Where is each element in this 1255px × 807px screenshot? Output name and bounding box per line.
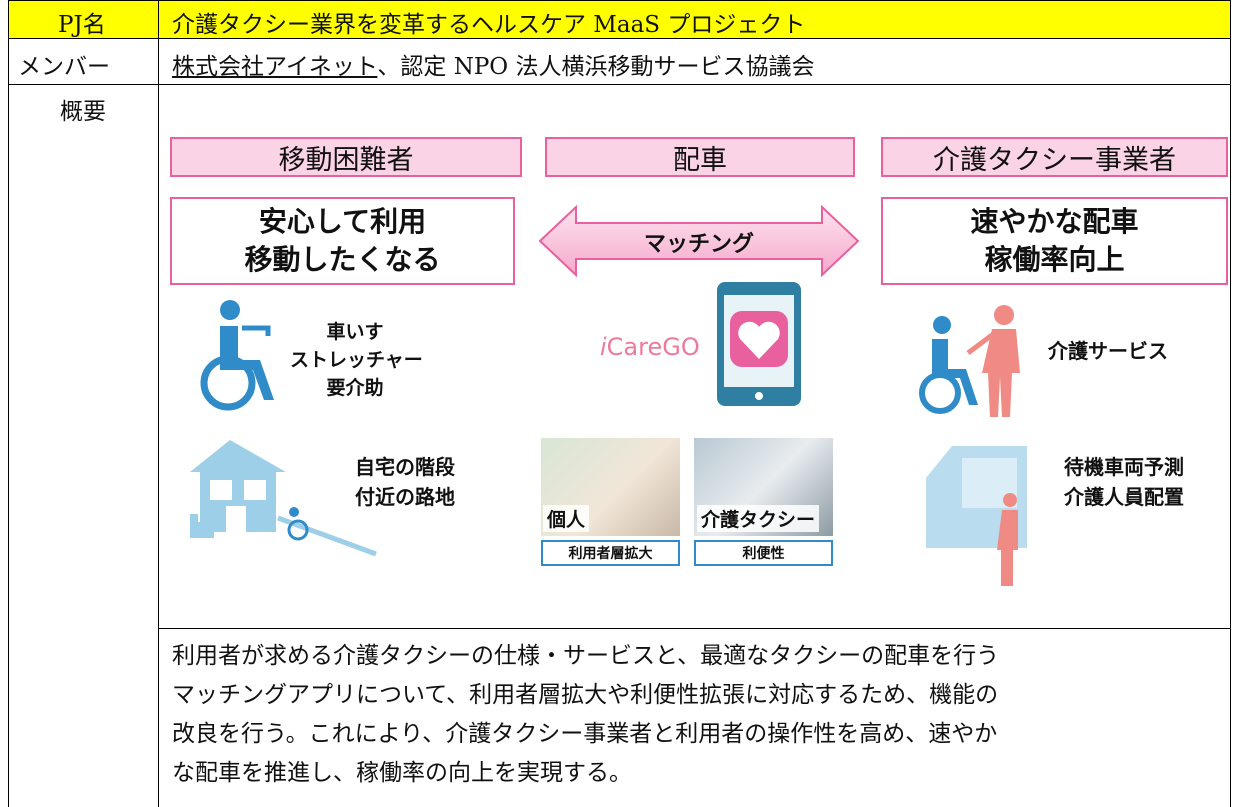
photo-caption: 介護タクシー	[697, 505, 820, 532]
company: 株式会社アイネット	[172, 54, 378, 80]
ops-line: 待機車両予測	[1064, 455, 1184, 479]
goal-box: 速やかな配車 稼働率向上	[881, 197, 1228, 285]
needs-line: ストレッチャー	[290, 349, 423, 371]
place-line: 自宅の階段	[355, 455, 455, 479]
house-icon	[190, 440, 377, 557]
photo-label: 利便性	[694, 540, 833, 566]
title-row-bg	[8, 0, 1231, 38]
care-icon	[919, 305, 1020, 417]
needs-line: 車いす	[326, 321, 384, 343]
column-header: 移動困難者	[170, 137, 522, 177]
ops-text: 待機車両予測 介護人員配置	[1064, 452, 1184, 512]
members-rest: 、認定 NPO 法人横浜移動サービス協議会	[377, 54, 815, 80]
members: 株式会社アイネット、認定 NPO 法人横浜移動サービス協議会	[172, 47, 814, 81]
needs-text: 車いすストレッチャー 要介助	[290, 318, 423, 402]
description-line: 改良を行う。これにより、介護タクシー事業者と利用者の操作性を高め、速やか	[172, 721, 998, 747]
description-line: 利用者が求める介護タクシーの仕様・サービスと、最適なタクシーの配車を行う	[172, 643, 1000, 669]
goal-box: 安心して利用 移動したくなる	[170, 197, 515, 285]
goal-line: 稼働率向上	[984, 243, 1125, 276]
description-line: な配車を推進し、稼働率の向上を実現する。	[172, 760, 632, 786]
rule	[158, 628, 1231, 629]
photo-label: 利用者層拡大	[541, 540, 680, 566]
needs-line: 要介助	[326, 377, 384, 399]
ops-line: 介護人員配置	[1064, 485, 1184, 509]
goal-line: 移動したくなる	[244, 243, 441, 276]
rule	[8, 38, 1231, 39]
pj-title: 介護タクシー業界を変革するヘルスケア MaaS プロジェクト	[172, 12, 806, 38]
column-header: 配車	[545, 137, 855, 177]
goal-line: 速やかな配車	[970, 205, 1139, 238]
rule	[8, 0, 1231, 1]
overview-label: 概要	[60, 99, 106, 125]
rule	[8, 0, 9, 807]
wheelchair-icon	[200, 300, 274, 411]
phone-icon	[717, 282, 801, 406]
arrow-label: マッチング	[643, 232, 754, 257]
place-text: 自宅の階段付近の路地	[355, 452, 455, 512]
logo-text: CareGO	[606, 333, 700, 361]
rule	[1230, 0, 1231, 807]
column-header: 介護タクシー事業者	[881, 137, 1228, 177]
app-logo: iCareGO	[600, 333, 700, 361]
service-text: 介護サービス	[1048, 339, 1168, 363]
rule	[158, 0, 159, 807]
description-line: マッチングアプリについて、利用者層拡大や利便性拡張に対応するため、機能の	[172, 682, 999, 708]
members-label: メンバー	[18, 54, 110, 80]
pj-label: PJ名	[58, 12, 106, 38]
rule	[8, 84, 1231, 85]
matching-arrow	[538, 205, 860, 277]
photo-caption: 個人	[543, 505, 590, 532]
van-icon	[926, 446, 1027, 586]
place-line: 付近の路地	[355, 485, 455, 509]
goal-line: 安心して利用	[258, 205, 427, 238]
